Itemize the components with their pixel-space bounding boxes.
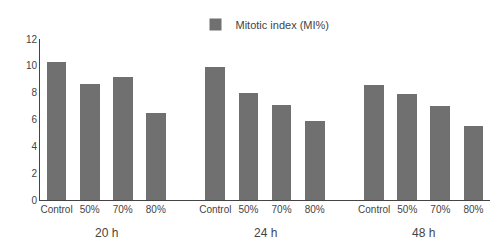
svg-text:80%: 80% (305, 204, 325, 215)
svg-text:50%: 50% (80, 204, 100, 215)
svg-text:50%: 50% (397, 204, 417, 215)
svg-text:70%: 70% (272, 204, 292, 215)
svg-text:24 h: 24 h (254, 226, 277, 240)
svg-text:Mitotic index (MI%): Mitotic index (MI%) (236, 19, 330, 31)
svg-text:70%: 70% (113, 204, 133, 215)
svg-text:6: 6 (31, 114, 37, 125)
svg-text:70%: 70% (430, 204, 450, 215)
svg-text:48 h: 48 h (412, 226, 435, 240)
svg-text:4: 4 (31, 141, 37, 152)
svg-text:50%: 50% (238, 204, 258, 215)
svg-text:Control: Control (358, 204, 390, 215)
svg-text:12: 12 (26, 34, 38, 45)
svg-text:80%: 80% (463, 204, 483, 215)
svg-text:Control: Control (40, 204, 72, 215)
svg-text:8: 8 (31, 87, 37, 98)
svg-text:80%: 80% (146, 204, 166, 215)
svg-text:20 h: 20 h (95, 226, 118, 240)
svg-text:Control: Control (199, 204, 231, 215)
svg-text:2: 2 (31, 168, 37, 179)
svg-text:10: 10 (26, 60, 38, 71)
svg-text:0: 0 (31, 195, 37, 206)
